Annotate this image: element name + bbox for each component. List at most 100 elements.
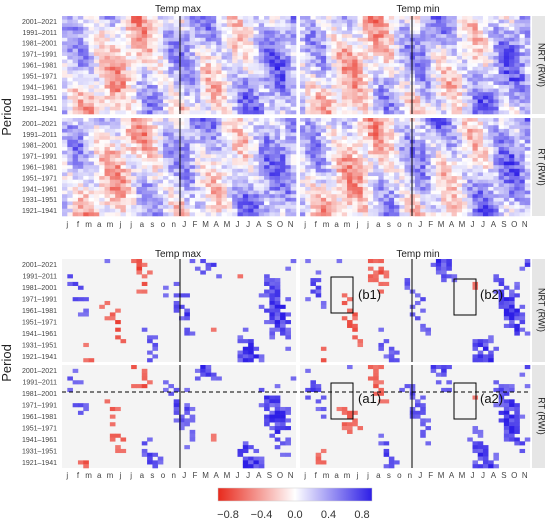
heat-cell [405, 143, 411, 147]
heat-cell [358, 74, 364, 78]
heat-cell [363, 194, 369, 198]
heat-cell [342, 183, 348, 187]
heat-cell [300, 140, 306, 144]
heat-cell [94, 147, 100, 151]
heat-cell [94, 205, 100, 209]
heat-cell [321, 194, 327, 198]
heat-cell [115, 143, 121, 147]
heat-cell [446, 165, 452, 169]
heat-cell [331, 183, 337, 187]
heat-cell [275, 107, 281, 111]
heat-cell [462, 38, 468, 42]
heat-cell [152, 343, 158, 347]
heat-cell [441, 205, 447, 209]
heat-cell [227, 81, 233, 85]
heat-cell [441, 191, 447, 195]
heat-cell [514, 147, 520, 151]
heat-cell [147, 201, 153, 205]
heat-cell [269, 52, 275, 56]
heat-cell [467, 122, 473, 126]
heat-cell [488, 34, 494, 38]
heat-cell [488, 176, 494, 180]
heat-cell [478, 20, 484, 24]
heat-cell [420, 31, 426, 35]
heat-cell [347, 162, 353, 166]
heat-cell [368, 38, 374, 42]
heat-cell [410, 89, 416, 93]
heat-cell [488, 122, 494, 126]
heat-cell [305, 41, 311, 45]
heat-cell [473, 136, 479, 140]
heat-cell [305, 81, 311, 85]
heat-cell [67, 205, 73, 209]
heat-cell [473, 103, 479, 107]
heat-cell [147, 63, 153, 67]
heat-cell [184, 140, 190, 144]
heat-cell [206, 205, 212, 209]
heat-cell [452, 49, 458, 53]
heat-cell [452, 165, 458, 169]
heat-cell [89, 198, 95, 202]
heat-cell [457, 70, 463, 74]
heat-cell [457, 23, 463, 27]
heat-cell [425, 34, 431, 38]
heat-cell [184, 27, 190, 31]
heat-cell [259, 169, 265, 173]
heat-cell [300, 136, 306, 140]
heat-cell [174, 118, 180, 122]
heat-cell [488, 143, 494, 147]
heat-cell [342, 154, 348, 158]
heat-cell [446, 151, 452, 155]
heat-cell [280, 56, 286, 60]
heat-cell [248, 201, 254, 205]
heat-cell [525, 103, 531, 107]
heat-cell [425, 81, 431, 85]
heat-cell [525, 16, 531, 20]
heat-cell [67, 282, 73, 286]
heat-cell [89, 110, 95, 114]
heat-cell [446, 85, 452, 89]
heat-cell [399, 67, 405, 71]
heat-cell [509, 20, 515, 24]
heat-cell [264, 67, 270, 71]
heat-cell [269, 23, 275, 27]
heat-cell [394, 143, 400, 147]
heat-cell [253, 154, 259, 158]
heat-cell [147, 351, 153, 355]
heat-cell [280, 49, 286, 53]
heat-cell [321, 23, 327, 27]
heat-cell [126, 122, 132, 126]
heat-cell [184, 89, 190, 93]
heat-cell [520, 99, 526, 103]
heat-cell [425, 52, 431, 56]
heat-cell [105, 96, 111, 100]
heat-cell [457, 122, 463, 126]
heat-cell [425, 136, 431, 140]
heat-cell [337, 92, 343, 96]
heat-cell [436, 187, 442, 191]
heat-cell [347, 154, 353, 158]
heat-cell [222, 38, 228, 42]
heat-cell [405, 107, 411, 111]
heat-cell [78, 23, 84, 27]
heat-cell [243, 99, 249, 103]
heat-cell [168, 78, 174, 82]
heat-cell [504, 169, 510, 173]
heat-cell [126, 78, 132, 82]
heat-cell [105, 143, 111, 147]
heat-cell [152, 198, 158, 202]
heat-cell [158, 103, 164, 107]
heat-cell [195, 143, 201, 147]
heat-cell [83, 85, 89, 89]
heat-cell [206, 27, 212, 31]
heat-cell [488, 38, 494, 42]
heat-cell [415, 89, 421, 93]
heat-cell [452, 172, 458, 176]
heat-cell [420, 162, 426, 166]
heat-cell [478, 125, 484, 129]
heat-cell [373, 67, 379, 71]
heat-cell [142, 282, 148, 286]
heat-cell [410, 147, 416, 151]
heat-cell [389, 78, 395, 82]
heat-cell [243, 187, 249, 191]
